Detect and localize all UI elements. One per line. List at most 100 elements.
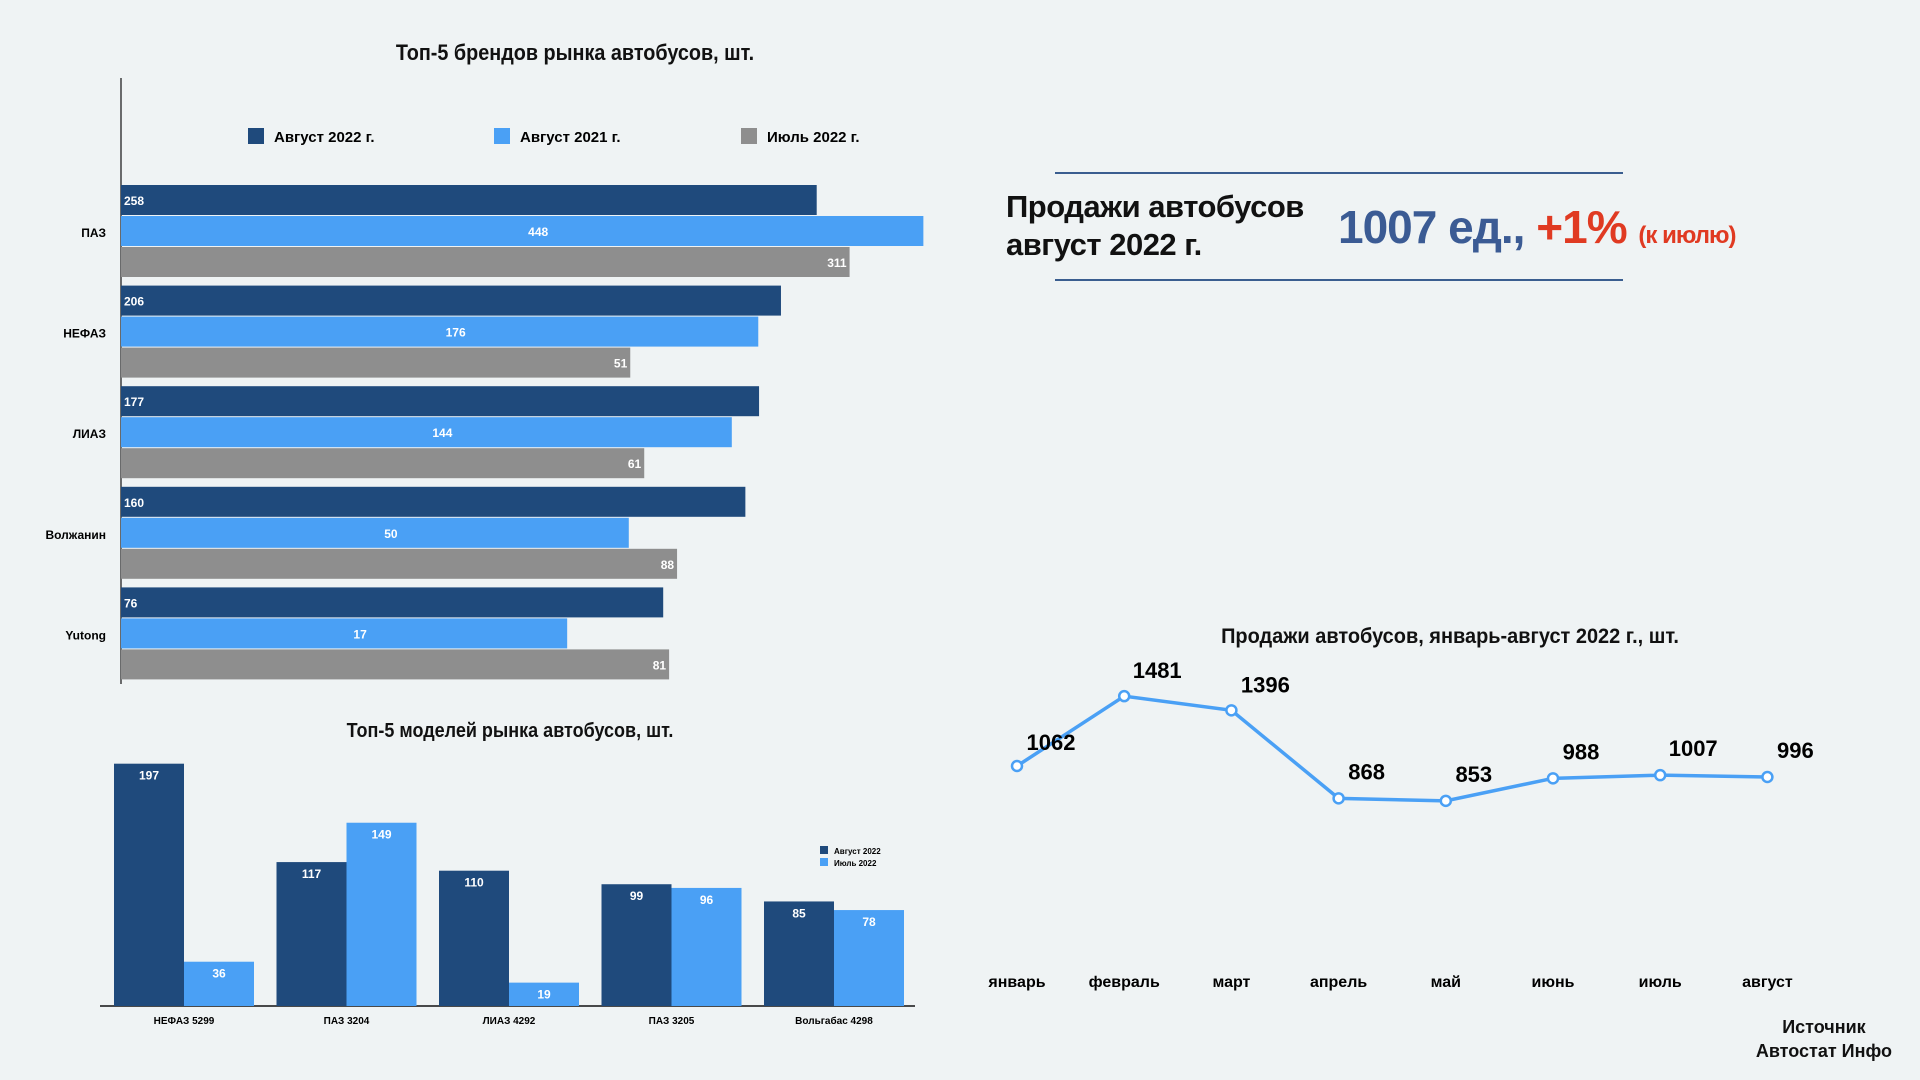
monthly-month-label: февраль <box>1089 974 1160 991</box>
models-bar <box>671 887 742 1006</box>
models-bar <box>834 910 904 1006</box>
models-category-label: ПАЗ 3204 <box>324 1016 370 1027</box>
models-bar-value: 117 <box>302 867 322 881</box>
brands-bar <box>121 285 781 316</box>
monthly-point <box>1761 770 1774 784</box>
monthly-point-value: 1062 <box>1027 730 1076 755</box>
kpi-bottom-divider <box>1055 279 1623 281</box>
kpi-label-line2: август 2022 г. <box>1006 227 1202 262</box>
brands-bar-value: 177 <box>124 395 144 409</box>
brands-bar <box>121 247 850 277</box>
brands-bar-value: 206 <box>124 295 144 309</box>
monthly-point <box>1546 772 1560 785</box>
brands-legend-swatch <box>741 128 757 144</box>
kpi-value: 1007 ед., <box>1338 201 1525 253</box>
models-bar-value: 110 <box>464 876 484 890</box>
brands-bar-value: 51 <box>614 357 628 371</box>
brands-bar <box>121 386 760 417</box>
brands-bar <box>121 417 732 448</box>
models-bar-value: 36 <box>212 967 226 981</box>
brands-bar <box>121 548 678 579</box>
monthly-point <box>1225 704 1238 717</box>
brands-legend-label: Август 2021 г. <box>520 129 621 146</box>
monthly-point <box>1332 792 1345 805</box>
source-label: Источник <box>1782 1017 1866 1037</box>
brands-bar-value: 448 <box>528 225 548 239</box>
brands-category-label: ЛИАЗ <box>73 427 106 441</box>
monthly-month-label: январь <box>987 974 1045 991</box>
brands-bar-value: 311 <box>827 256 847 270</box>
models-legend-swatch <box>820 858 828 866</box>
brands-category-label: Yutong <box>65 628 106 642</box>
models-legend-label: Июль 2022 <box>834 859 877 868</box>
brands-bar-value: 50 <box>384 527 398 541</box>
brands-legend-swatch <box>248 128 264 144</box>
models-bar <box>509 982 579 1006</box>
brands-bar <box>121 649 670 680</box>
models-bar-value: 85 <box>792 906 806 920</box>
models-category-label: ЛИАЗ 4292 <box>483 1016 536 1027</box>
brands-chart-title: Топ-5 брендов рынка автобусов, шт. <box>395 40 755 65</box>
source-name: Автостат Инфо <box>1755 1041 1892 1061</box>
monthly-sales-line <box>1016 694 1768 803</box>
brands-bar-value: 258 <box>124 194 144 208</box>
kpi-label: Продажи автобусов август 2022 г. <box>1006 188 1304 264</box>
kpi-change: +1% <box>1536 201 1627 253</box>
monthly-point-value: 868 <box>1348 759 1385 784</box>
brands-bar <box>121 448 645 479</box>
brands-bar <box>121 316 759 347</box>
monthly-point <box>1439 794 1453 808</box>
kpi-value-block: 1007 ед., +1% (к июлю) <box>1338 200 1736 254</box>
models-bar <box>764 901 834 1006</box>
brands-bar <box>121 216 924 246</box>
brands-bar-value: 81 <box>653 658 667 672</box>
monthly-point-value: 1007 <box>1669 736 1718 761</box>
monthly-month-label: апрель <box>1310 974 1367 991</box>
source-note: Источник Автостат Инфо <box>1756 1015 1892 1063</box>
brands-bar <box>121 347 631 378</box>
brands-bar-value: 160 <box>124 496 144 510</box>
brands-bar <box>121 486 746 517</box>
brands-category-label: ПАЗ <box>81 226 106 240</box>
brands-bar-value: 144 <box>432 426 452 440</box>
models-bar-value: 96 <box>700 893 714 907</box>
monthly-point-value: 1481 <box>1133 658 1182 683</box>
monthly-point <box>1010 759 1024 773</box>
models-category-label: ПАЗ 3205 <box>649 1016 695 1027</box>
monthly-point-value: 1396 <box>1241 672 1290 697</box>
brands-legend-swatch <box>494 128 510 144</box>
brands-bar <box>121 618 568 649</box>
brands-bar-value: 61 <box>628 457 642 471</box>
models-legend-swatch <box>820 846 828 854</box>
models-bar-value: 19 <box>537 988 551 1002</box>
monthly-chart-title: Продажи автобусов, январь-август 2022 г.… <box>1221 625 1679 648</box>
brands-bar-value: 88 <box>661 558 675 572</box>
models-bar <box>114 763 184 1006</box>
monthly-point-value: 988 <box>1563 739 1600 764</box>
monthly-point-value: 853 <box>1455 762 1492 787</box>
brands-legend-label: Июль 2022 г. <box>767 129 860 146</box>
brands-bar <box>121 185 817 215</box>
monthly-month-label: июль <box>1639 974 1682 991</box>
models-bar <box>439 870 509 1006</box>
brands-category-label: Волжанин <box>45 528 106 542</box>
models-legend-label: Август 2022 <box>834 847 881 856</box>
brands-bar-value: 17 <box>353 627 367 641</box>
brands-bar-value: 76 <box>124 596 138 610</box>
kpi-note: (к июлю) <box>1638 222 1736 249</box>
brands-bar <box>121 517 629 548</box>
monthly-point <box>1117 689 1131 703</box>
kpi-top-divider <box>1055 172 1623 174</box>
monthly-month-label: июнь <box>1532 974 1575 991</box>
kpi-label-line1: Продажи автобусов <box>1006 189 1304 224</box>
models-bar <box>601 884 672 1006</box>
brands-bar-value: 176 <box>446 326 466 340</box>
models-bar <box>276 862 347 1006</box>
brands-legend-label: Август 2022 г. <box>274 129 375 146</box>
models-chart-title: Топ-5 моделей рынка автобусов, шт. <box>346 720 674 742</box>
monthly-point <box>1653 768 1667 782</box>
models-category-label: НЕФАЗ 5299 <box>154 1016 215 1027</box>
models-category-label: Вольгабас 4298 <box>795 1015 873 1027</box>
monthly-month-label: март <box>1212 974 1250 991</box>
